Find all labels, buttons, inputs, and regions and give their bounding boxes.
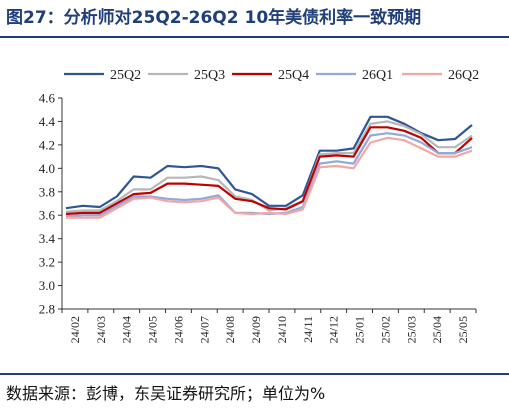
figure-title: 图27：分析师对25Q2-26Q2 10年美债利率一致预期 <box>6 8 422 28</box>
y-tick-label: 4.0 <box>39 161 55 176</box>
x-tick-label: 24/12 <box>327 316 341 343</box>
y-tick-label: 3.4 <box>39 231 56 246</box>
y-tick-label: 3.0 <box>39 278 55 293</box>
legend-label: 25Q3 <box>194 68 225 83</box>
x-tick-label: 24/06 <box>171 316 185 343</box>
series-line-25q3 <box>65 120 473 213</box>
x-tick-label: 25/05 <box>456 316 470 343</box>
x-tick-label: 24/03 <box>94 316 108 343</box>
x-tick-label: 25/01 <box>353 316 367 343</box>
y-tick-label: 3.6 <box>39 208 56 223</box>
x-tick-label: 25/03 <box>404 316 418 343</box>
series-line-26q2 <box>66 136 473 219</box>
x-tick-label: 24/02 <box>68 316 82 343</box>
legend-label: 26Q1 <box>362 68 393 83</box>
source-note: 数据来源：彭博，东吴证券研究所；单位为% <box>6 384 326 403</box>
y-tick-label: 3.8 <box>39 184 55 199</box>
x-tick-label: 24/05 <box>146 316 160 343</box>
y-tick-label: 4.6 <box>39 91 56 106</box>
x-tick-label: 25/04 <box>430 316 444 343</box>
y-tick-label: 3.2 <box>39 255 55 270</box>
x-tick-label: 24/07 <box>197 316 211 343</box>
legend-label: 25Q4 <box>278 68 309 83</box>
title-divider <box>0 36 509 38</box>
y-tick-label: 2.8 <box>39 302 55 317</box>
x-tick-label: 24/11 <box>301 316 315 343</box>
source-divider <box>0 373 509 375</box>
x-tick-label: 24/08 <box>223 316 237 343</box>
chart-axes: 2.8 3.0 3.2 3.4 3.6 3.8 4.0 4.2 4.4 4.6 24/02 24/03… <box>39 91 477 343</box>
series-line-25q2 <box>65 115 473 210</box>
x-tick-label: 24/04 <box>120 316 134 343</box>
chart-series-group <box>65 115 473 219</box>
series-line-26q1 <box>65 132 473 218</box>
x-tick-label: 24/09 <box>249 316 263 343</box>
y-tick-label: 4.2 <box>39 137 55 152</box>
line-chart: 25Q2 25Q3 25Q4 26Q1 26Q2 2.8 3.0 3.2 3.4 3.6 3.8 4… <box>39 68 479 343</box>
series-line-25q4 <box>65 126 473 216</box>
legend-label: 26Q2 <box>448 68 479 83</box>
y-tick-label: 4.4 <box>39 114 56 129</box>
chart-legend: 25Q2 25Q3 25Q4 26Q1 26Q2 <box>64 68 479 83</box>
x-tick-label: 24/10 <box>275 316 289 343</box>
x-tick-label: 25/02 <box>378 316 392 343</box>
legend-label: 25Q2 <box>110 68 141 83</box>
